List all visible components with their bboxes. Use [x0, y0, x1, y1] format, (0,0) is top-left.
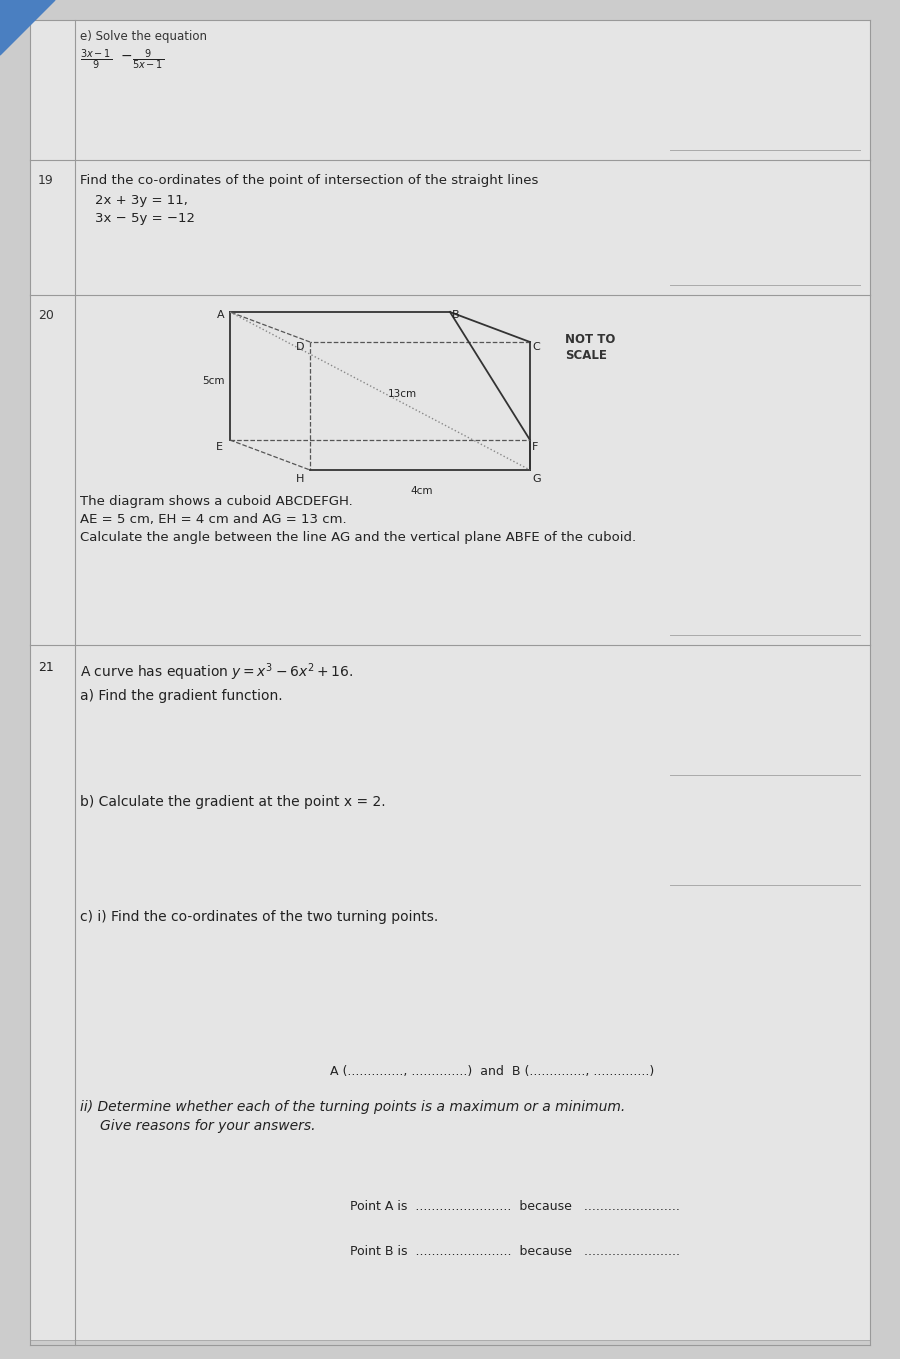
Text: A (.............., ..............)  and  B (.............., ..............): A (.............., ..............) and B…	[330, 1065, 654, 1078]
Text: G: G	[532, 474, 541, 484]
Text: a) Find the gradient function.: a) Find the gradient function.	[80, 689, 283, 703]
Text: 19: 19	[38, 174, 54, 188]
Text: F: F	[532, 442, 538, 453]
Text: NOT TO: NOT TO	[565, 333, 616, 347]
Text: A curve has equation $y = x^3 - 6x^2 + 16$.: A curve has equation $y = x^3 - 6x^2 + 1…	[80, 660, 354, 682]
Text: A: A	[218, 310, 225, 319]
Text: E: E	[216, 442, 223, 453]
Text: C: C	[532, 342, 540, 352]
Text: 20: 20	[38, 308, 54, 322]
Text: Point A is  ........................  because   ........................: Point A is ........................ beca…	[350, 1200, 680, 1214]
Text: $-$: $-$	[120, 48, 132, 63]
Text: AE = 5 cm, EH = 4 cm and AG = 13 cm.: AE = 5 cm, EH = 4 cm and AG = 13 cm.	[80, 512, 346, 526]
Text: e) Solve the equation: e) Solve the equation	[80, 30, 207, 43]
Text: 21: 21	[38, 660, 54, 674]
Text: SCALE: SCALE	[565, 349, 607, 361]
Text: Find the co-ordinates of the point of intersection of the straight lines: Find the co-ordinates of the point of in…	[80, 174, 538, 188]
Text: Give reasons for your answers.: Give reasons for your answers.	[100, 1118, 316, 1133]
FancyBboxPatch shape	[30, 20, 870, 1340]
Text: H: H	[296, 474, 304, 484]
Text: Calculate the angle between the line AG and the vertical plane ABFE of the cuboi: Calculate the angle between the line AG …	[80, 531, 636, 544]
Text: D: D	[296, 342, 304, 352]
Text: $\frac{9}{5x-1}$: $\frac{9}{5x-1}$	[132, 48, 164, 72]
Text: 2x + 3y = 11,: 2x + 3y = 11,	[95, 194, 188, 207]
Text: c) i) Find the co-ordinates of the two turning points.: c) i) Find the co-ordinates of the two t…	[80, 911, 438, 924]
Text: Point B is  ........................  because   ........................: Point B is ........................ beca…	[350, 1245, 680, 1258]
Text: $\frac{3x-1}{9}$: $\frac{3x-1}{9}$	[80, 48, 112, 72]
Text: ii) Determine whether each of the turning points is a maximum or a minimum.: ii) Determine whether each of the turnin…	[80, 1099, 626, 1114]
Text: 13cm: 13cm	[388, 389, 417, 400]
Text: 5cm: 5cm	[202, 376, 224, 386]
Text: 3x − 5y = −12: 3x − 5y = −12	[95, 212, 195, 226]
Text: The diagram shows a cuboid ABCDEFGH.: The diagram shows a cuboid ABCDEFGH.	[80, 495, 353, 508]
Text: b) Calculate the gradient at the point x = 2.: b) Calculate the gradient at the point x…	[80, 795, 385, 809]
Text: 4cm: 4cm	[410, 487, 433, 496]
Polygon shape	[0, 0, 55, 54]
Text: B: B	[452, 310, 460, 319]
